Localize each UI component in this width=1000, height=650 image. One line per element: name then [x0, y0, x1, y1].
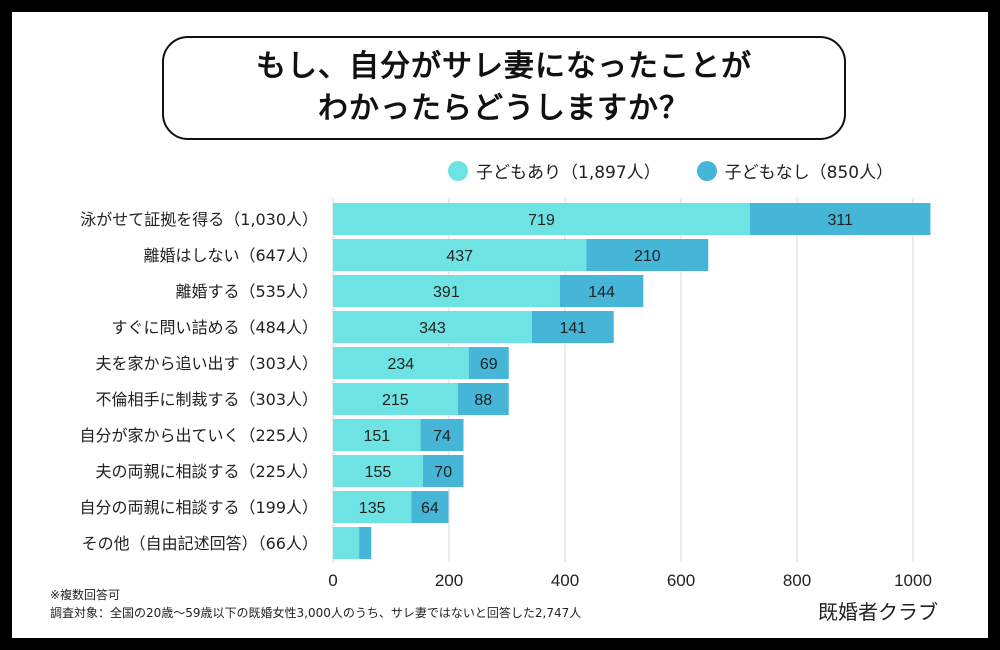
category-label: 夫の両親に相談する（225人）: [95, 462, 318, 481]
bar-segment: [457, 383, 509, 415]
bar-segment: [559, 275, 644, 307]
x-tick-label: 600: [667, 571, 695, 590]
legend-label-without-children: 子どもなし（850人）: [724, 163, 894, 183]
bar-value-label: 311: [827, 212, 853, 229]
category-label: 離婚する（535人）: [175, 282, 318, 301]
bar-segment: [468, 347, 509, 379]
bar-value-label: 74: [433, 428, 451, 445]
bar-value-label: 88: [474, 392, 492, 409]
bar-segment: [333, 311, 532, 343]
bar-value-label: 144: [588, 284, 615, 301]
chart-frame: もし、自分がサレ妻になったことが わかったらどうしますか？ 子どもあり（1,89…: [12, 12, 988, 638]
title-box: もし、自分がサレ妻になったことが わかったらどうしますか？: [162, 36, 846, 140]
category-label: 自分が家から出ていく（225人）: [79, 426, 318, 445]
brand-name: 既婚者クラブ: [818, 600, 938, 624]
legend-swatch-without-children: [696, 160, 717, 181]
legend-swatch-with-children: [448, 160, 468, 181]
bar-value-label: 64: [421, 500, 439, 517]
legend: 子どもあり（1,897人） 子どもなし（850人）: [448, 158, 929, 183]
bar-value-label: 437: [446, 248, 473, 265]
bar-value-label: 141: [559, 320, 586, 337]
bar-value-label: 70: [434, 464, 452, 481]
bar-segment: [586, 239, 709, 271]
bar-value-label: 234: [388, 356, 415, 373]
bar-segment: [333, 347, 469, 379]
bar-value-label: 151: [363, 428, 390, 445]
bar-segment: [333, 239, 587, 271]
note-multiple-answers: ※複数回答可: [50, 588, 121, 602]
x-tick-label: 400: [551, 571, 579, 590]
bar-segment: [531, 311, 614, 343]
category-label: 夫を家から追い出す（303人）: [95, 354, 318, 373]
bar-value-label: 215: [382, 392, 409, 409]
bar-value-label: 391: [433, 284, 460, 301]
bar-value-label: 69: [480, 356, 498, 373]
bar-segment: [333, 527, 360, 559]
category-label: 離婚はしない（647人）: [143, 246, 318, 265]
bar-value-label: 155: [365, 464, 392, 481]
legend-item-with-children: 子どもあり（1,897人）: [448, 158, 661, 183]
x-tick-label: 1000: [894, 571, 932, 590]
bar-value-label: 135: [359, 500, 386, 517]
bar-segment: [422, 455, 464, 487]
category-label: 不倫相手に制裁する（303人）: [95, 390, 318, 409]
bar-segment: [420, 419, 464, 451]
note-survey-target: 調査対象：全国の20歳〜59歳以下の既婚女性3,000人のうち、サレ妻ではないと…: [50, 606, 582, 620]
bar-value-label: 343: [419, 320, 446, 337]
bar-segment: [359, 527, 372, 559]
category-label: 自分の両親に相談する（199人）: [79, 498, 318, 517]
bar-value-label: 210: [634, 248, 661, 265]
title-line-1: もし、自分がサレ妻になったことが: [256, 49, 752, 84]
bar-segment: [333, 383, 458, 415]
x-tick-label: 800: [783, 571, 811, 590]
category-label: その他（自由記述回答）（66人）: [82, 534, 318, 553]
bar-segment: [333, 419, 421, 451]
bar-segment: [333, 275, 560, 307]
x-tick-label: 0: [328, 571, 337, 590]
bar-segment: [411, 491, 449, 523]
category-label: 泳がせて証拠を得る（1,030人）: [80, 210, 318, 229]
title-line-2: わかったらどうしますか？: [318, 91, 690, 126]
legend-item-without-children: 子どもなし（850人）: [696, 158, 894, 183]
bar-segment: [333, 455, 423, 487]
legend-label-with-children: 子どもあり（1,897人）: [476, 163, 661, 183]
bar-segment: [333, 491, 412, 523]
bar-segment: [750, 203, 931, 235]
category-label: すぐに問い詰める（484人）: [111, 318, 318, 337]
x-tick-label: 200: [435, 571, 463, 590]
bar-segment: [333, 203, 751, 235]
bar-value-label: 719: [528, 212, 555, 229]
